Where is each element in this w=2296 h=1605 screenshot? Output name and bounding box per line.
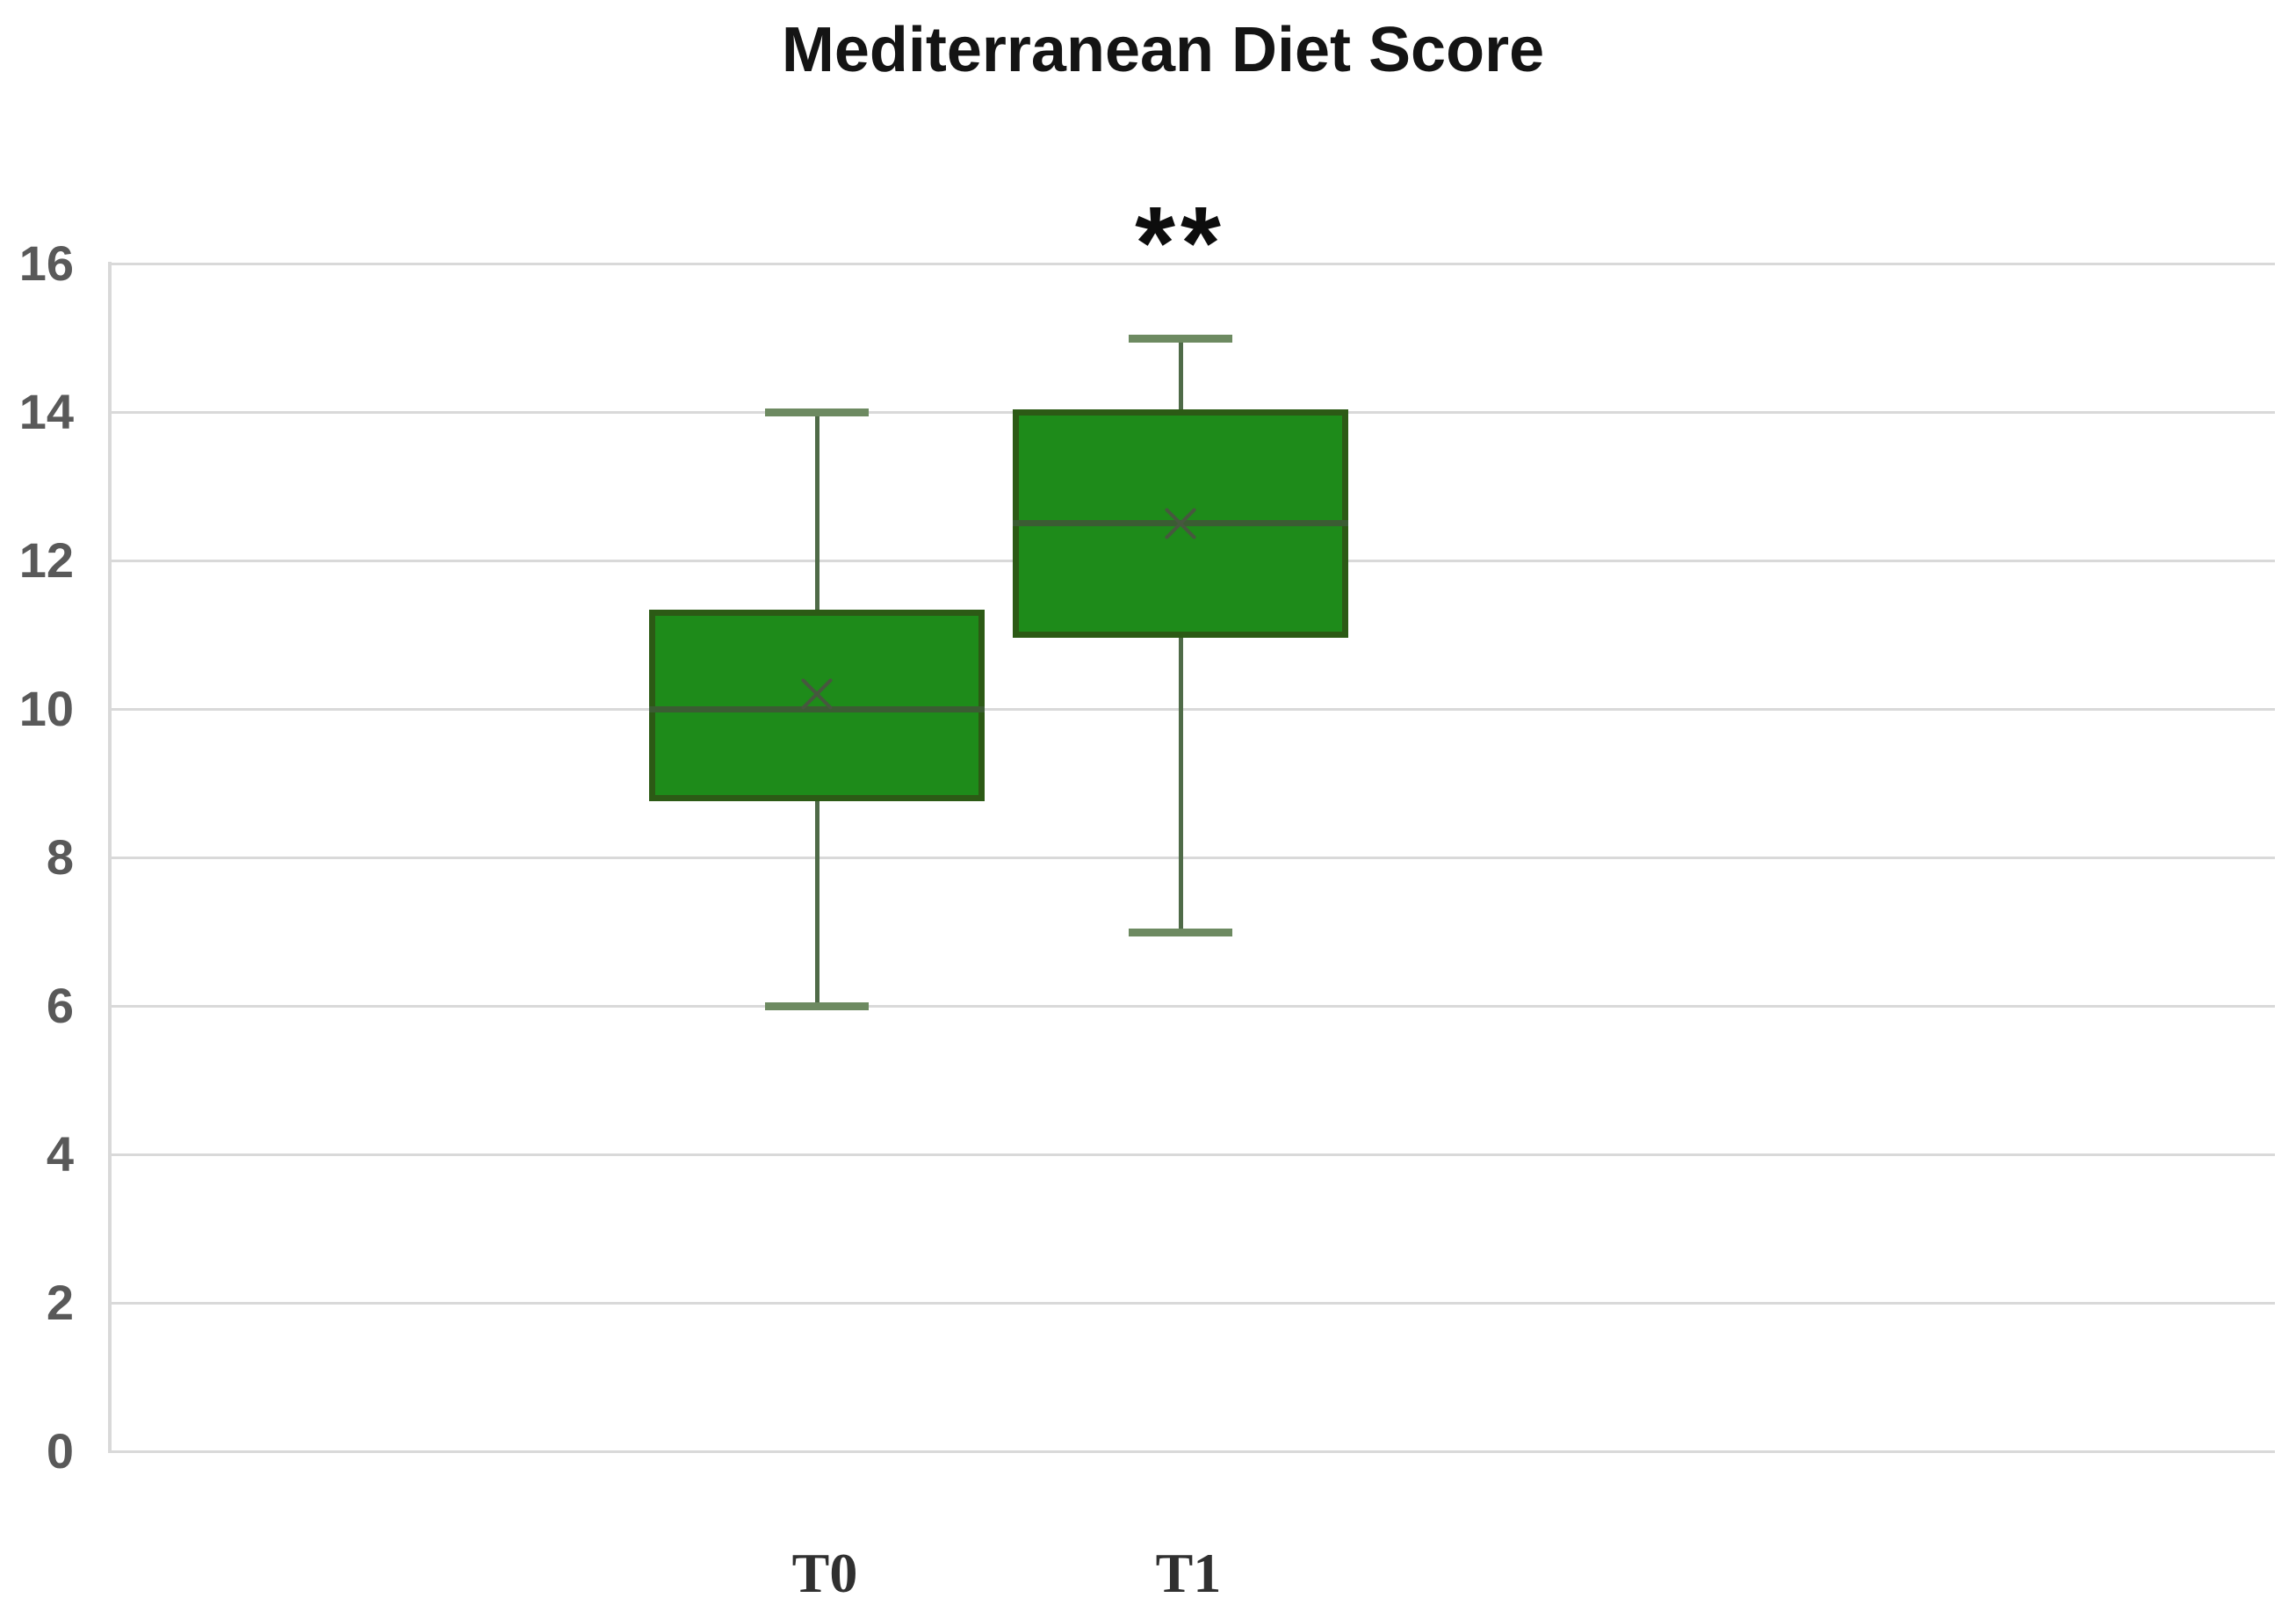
whisker-lower-T1	[1178, 634, 1183, 932]
box-T0	[649, 609, 985, 801]
xaxis-label-T0: T0	[791, 1542, 858, 1604]
ytick-label-8: 8	[46, 829, 74, 885]
y-axis-line	[108, 262, 112, 1453]
xaxis-label-T1: T1	[1155, 1542, 1222, 1604]
ytick-label-14: 14	[18, 384, 74, 439]
gridline-y10	[110, 707, 2275, 711]
gridline-y2	[110, 1301, 2275, 1305]
mean-x-marker-T0	[796, 673, 838, 715]
whisker-upper-T0	[814, 412, 819, 613]
ytick-label-6: 6	[46, 978, 74, 1033]
whisker-cap-max-T1	[1129, 334, 1232, 343]
ytick-label-4: 4	[46, 1126, 74, 1182]
median-line-T0	[649, 705, 985, 712]
mean-x-marker-T1	[1159, 502, 1202, 545]
gridline-y0	[110, 1450, 2275, 1453]
whisker-cap-min-T0	[765, 1002, 869, 1010]
chart-title: Mediterranean Diet Score	[781, 15, 1545, 85]
ytick-label-16: 16	[18, 235, 74, 291]
whisker-cap-max-T0	[765, 408, 869, 416]
whisker-cap-min-T1	[1129, 928, 1232, 936]
whisker-lower-T0	[814, 798, 819, 1006]
gridline-y16	[110, 262, 2275, 265]
ytick-label-2: 2	[46, 1275, 74, 1330]
whisker-upper-T1	[1178, 337, 1183, 412]
gridline-y8	[110, 856, 2275, 859]
significance-stars: **	[1135, 185, 1226, 301]
gridline-y4	[110, 1153, 2275, 1156]
ytick-label-10: 10	[18, 681, 74, 736]
ytick-label-0: 0	[46, 1423, 74, 1478]
ytick-label-12: 12	[18, 532, 74, 588]
gridline-y6	[110, 1004, 2275, 1008]
